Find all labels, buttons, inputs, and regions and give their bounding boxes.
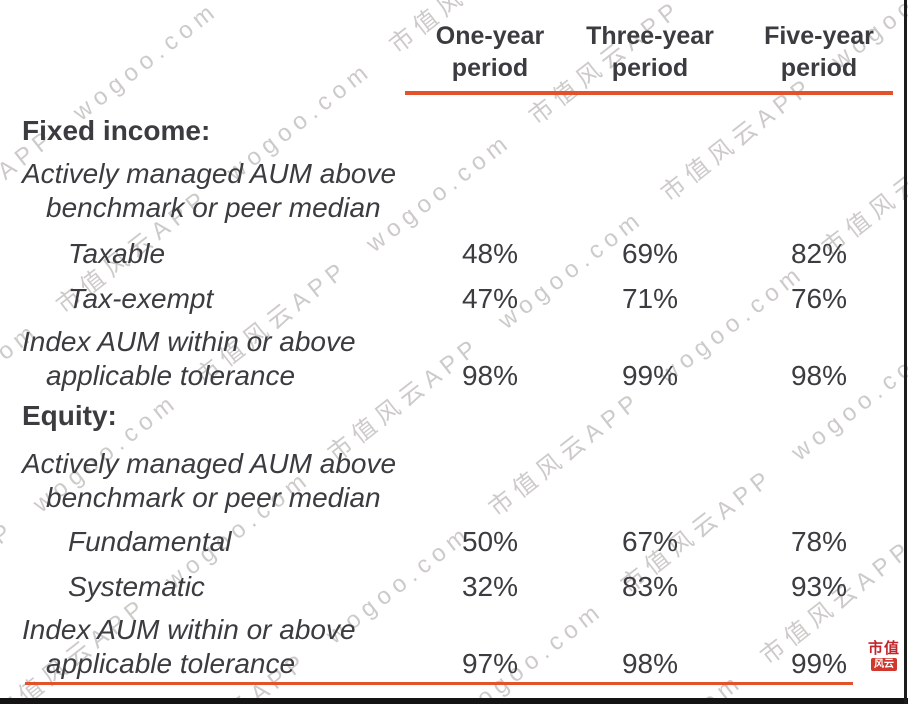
cell-value bbox=[410, 447, 570, 515]
row-index-aum-equity: Index AUM within or above applicable tol… bbox=[0, 613, 908, 681]
cell-value: 32% bbox=[461, 571, 519, 602]
row-actively-managed-fixed-income: Actively managed AUM above benchmark or … bbox=[0, 157, 908, 225]
cell-value: 99% bbox=[621, 360, 679, 391]
footer-rule bbox=[25, 682, 853, 685]
section-heading-equity: Equity: bbox=[0, 399, 908, 433]
section-heading-label: Fixed income: bbox=[22, 115, 211, 146]
cell-value: 67% bbox=[621, 526, 679, 557]
cell-value bbox=[570, 157, 730, 225]
cell-value bbox=[410, 157, 570, 225]
brand-logo: 市值 风云 bbox=[868, 641, 900, 671]
table-header-row: One-year period Three-year period Five-y… bbox=[0, 20, 908, 86]
cell-value: 78% bbox=[790, 526, 848, 557]
row-fundamental: Fundamental 50% 67% 78% bbox=[0, 525, 908, 559]
row-label-line2: benchmark or peer median bbox=[46, 192, 381, 223]
cell-value: 83% bbox=[621, 571, 679, 602]
section-heading-fixed-income: Fixed income: bbox=[0, 114, 908, 148]
row-label: Actively managed AUM above benchmark or … bbox=[0, 157, 410, 225]
row-label: Systematic bbox=[68, 571, 205, 602]
column-header-five-year: Five-year period bbox=[764, 22, 874, 82]
row-label-line2: applicable tolerance bbox=[46, 360, 296, 391]
row-label: Tax-exempt bbox=[68, 283, 214, 314]
row-systematic: Systematic 32% 83% 93% bbox=[0, 570, 908, 604]
cell-value bbox=[570, 447, 730, 515]
cell-value: 99% bbox=[790, 648, 848, 679]
cell-value: 98% bbox=[461, 360, 519, 391]
row-actively-managed-equity: Actively managed AUM above benchmark or … bbox=[0, 447, 908, 515]
header-spacer bbox=[0, 20, 410, 86]
row-label-line1: Actively managed AUM above bbox=[22, 158, 397, 189]
section-heading-label: Equity: bbox=[22, 400, 117, 431]
row-label-line2: benchmark or peer median bbox=[46, 482, 381, 513]
row-label-line1: Index AUM within or above bbox=[22, 614, 356, 645]
brand-name-text: 市值 bbox=[867, 640, 900, 657]
row-label-line1: Actively managed AUM above bbox=[22, 448, 397, 479]
cell-value: 50% bbox=[461, 526, 519, 557]
row-label: Index AUM within or above applicable tol… bbox=[0, 613, 410, 681]
row-label: Actively managed AUM above benchmark or … bbox=[0, 447, 410, 515]
row-label: Fundamental bbox=[68, 526, 232, 557]
row-label: Index AUM within or above applicable tol… bbox=[0, 325, 410, 393]
cell-value: 76% bbox=[790, 283, 848, 314]
cell-value: 97% bbox=[461, 648, 519, 679]
cell-value bbox=[730, 157, 908, 225]
row-label-line1: Index AUM within or above bbox=[22, 326, 356, 357]
scan-edge-bottom bbox=[0, 698, 908, 704]
row-index-aum-fixed-income: Index AUM within or above applicable tol… bbox=[0, 325, 908, 393]
cell-value: 98% bbox=[621, 648, 679, 679]
cell-value: 98% bbox=[790, 360, 848, 391]
row-taxable: Taxable 48% 69% 82% bbox=[0, 237, 908, 271]
cell-value bbox=[730, 447, 908, 515]
row-tax-exempt: Tax-exempt 47% 71% 76% bbox=[0, 282, 908, 316]
row-label: Taxable bbox=[68, 238, 166, 269]
cell-value: 69% bbox=[621, 238, 679, 269]
cell-value: 48% bbox=[461, 238, 519, 269]
column-header-three-year: Three-year period bbox=[586, 22, 714, 82]
column-header-one-year: One-year period bbox=[435, 22, 545, 82]
header-rule bbox=[405, 91, 893, 95]
cell-value: 71% bbox=[621, 283, 679, 314]
row-label-line2: applicable tolerance bbox=[46, 648, 296, 679]
brand-badge-text: 风云 bbox=[870, 658, 897, 671]
cell-value: 82% bbox=[790, 238, 848, 269]
cell-value: 47% bbox=[461, 283, 519, 314]
cell-value: 93% bbox=[790, 571, 848, 602]
scan-edge-right bbox=[904, 0, 907, 704]
